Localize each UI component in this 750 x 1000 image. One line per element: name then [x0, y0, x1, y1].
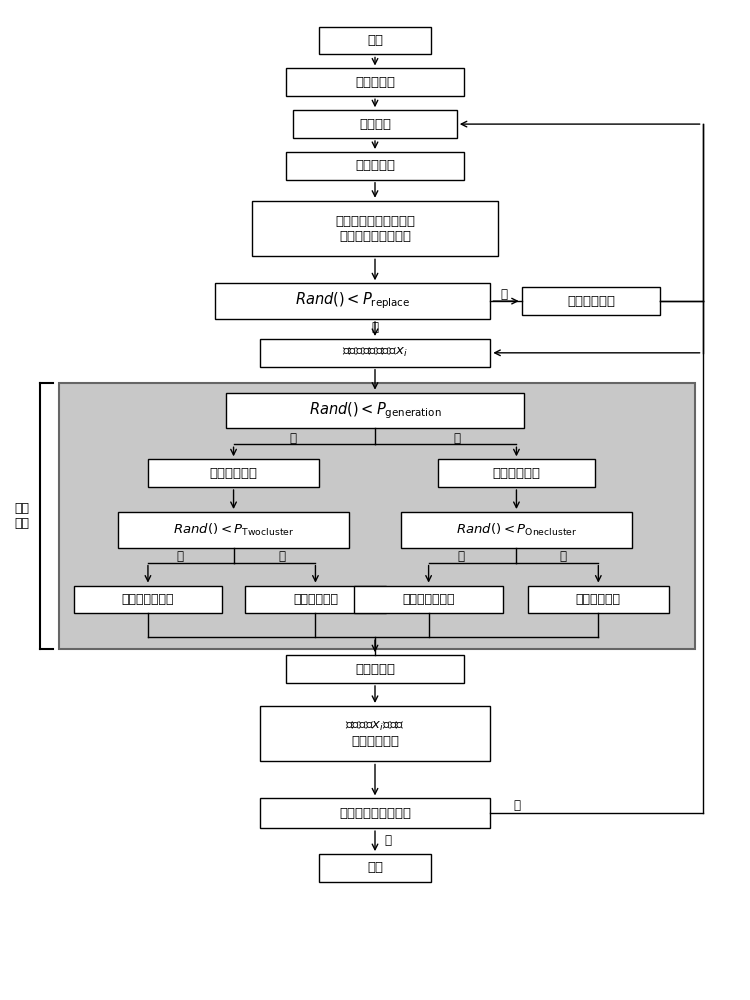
Text: 是否满足终止条件？: 是否满足终止条件？	[339, 807, 411, 820]
Text: 是: 是	[454, 432, 460, 445]
Text: 种群初始化: 种群初始化	[355, 76, 395, 89]
Text: 选择集群中心: 选择集群中心	[293, 593, 338, 606]
FancyBboxPatch shape	[74, 586, 223, 613]
Text: 选择随机的想法: 选择随机的想法	[122, 593, 174, 606]
FancyBboxPatch shape	[118, 512, 349, 548]
Text: 评估和排序: 评估和排序	[355, 159, 395, 172]
Text: 评估并与$\mathit{x}_i$进行比
较，择优保留: 评估并与$\mathit{x}_i$进行比 较，择优保留	[345, 720, 405, 748]
Text: 想法聚类: 想法聚类	[359, 118, 391, 131]
Text: 否: 否	[176, 550, 184, 563]
FancyBboxPatch shape	[58, 383, 695, 649]
Text: 是: 是	[278, 550, 286, 563]
FancyBboxPatch shape	[438, 459, 595, 487]
Text: 选择两个集群: 选择两个集群	[209, 467, 257, 480]
FancyBboxPatch shape	[286, 152, 464, 180]
Text: 在每个集群中选择最佳
的思想作为集群中心: 在每个集群中选择最佳 的思想作为集群中心	[335, 215, 415, 243]
FancyBboxPatch shape	[527, 586, 669, 613]
FancyBboxPatch shape	[286, 655, 464, 683]
FancyBboxPatch shape	[260, 798, 490, 828]
Text: 开始: 开始	[367, 34, 383, 47]
Text: 是: 是	[500, 288, 507, 301]
FancyBboxPatch shape	[286, 68, 464, 96]
FancyBboxPatch shape	[226, 393, 524, 428]
Text: 选择一个集群: 选择一个集群	[493, 467, 541, 480]
FancyBboxPatch shape	[260, 339, 490, 367]
Text: 对于种群的每一个$\mathit{x}_i$: 对于种群的每一个$\mathit{x}_i$	[342, 346, 408, 359]
FancyBboxPatch shape	[320, 27, 430, 54]
FancyBboxPatch shape	[401, 512, 632, 548]
Text: 是: 是	[385, 834, 392, 847]
FancyBboxPatch shape	[252, 201, 498, 256]
Text: 选择随机的想法: 选择随机的想法	[402, 593, 454, 606]
FancyBboxPatch shape	[293, 110, 457, 138]
Text: 结束: 结束	[367, 861, 383, 874]
FancyBboxPatch shape	[522, 287, 660, 315]
Text: $\mathit{Rand}() < P_{\rm generation}$: $\mathit{Rand}() < P_{\rm generation}$	[309, 400, 441, 421]
Text: 选择集群中心: 选择集群中心	[576, 593, 621, 606]
FancyBboxPatch shape	[320, 854, 430, 882]
FancyBboxPatch shape	[244, 586, 386, 613]
Text: $\mathit{Rand}() < P_{\rm Onecluster}$: $\mathit{Rand}() < P_{\rm Onecluster}$	[456, 522, 577, 538]
Text: 取代集群中心: 取代集群中心	[567, 295, 615, 308]
Text: 否: 否	[513, 799, 520, 812]
Text: $\mathit{Rand}() < P_{\rm Twocluster}$: $\mathit{Rand}() < P_{\rm Twocluster}$	[173, 522, 294, 538]
Text: 选择
过程: 选择 过程	[14, 502, 29, 530]
Text: 产生新想法: 产生新想法	[355, 663, 395, 676]
FancyBboxPatch shape	[148, 459, 320, 487]
Text: 否: 否	[457, 550, 464, 563]
FancyBboxPatch shape	[354, 586, 503, 613]
FancyBboxPatch shape	[260, 706, 490, 761]
FancyBboxPatch shape	[215, 283, 490, 319]
Text: $\mathit{Rand}() < P_{\rm replace}$: $\mathit{Rand}() < P_{\rm replace}$	[295, 291, 410, 311]
Text: 否: 否	[290, 432, 296, 445]
Text: 否: 否	[371, 321, 379, 334]
Text: 是: 是	[559, 550, 566, 563]
